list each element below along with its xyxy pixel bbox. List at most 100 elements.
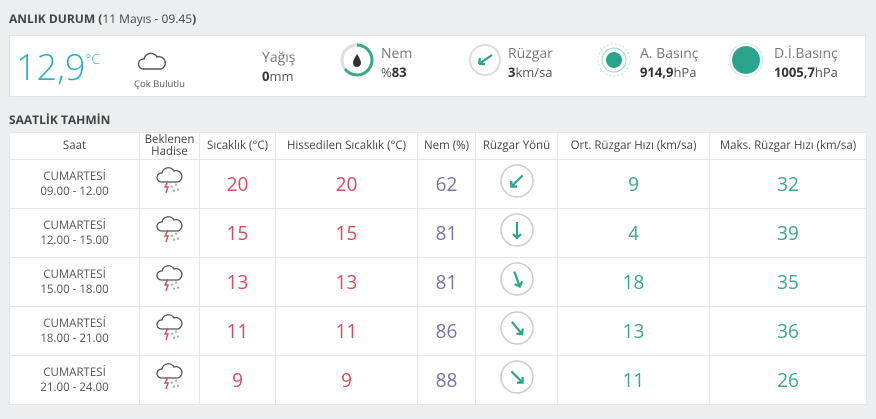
wind-speed: 18 [557, 257, 710, 307]
section-header: ANLIK DURUM (11 Mayıs - 09.45) [9, 10, 196, 27]
column-header: Rüzgar Yönü [475, 132, 558, 160]
forecast-row: CUMARTESİ 09.00 - 12.00 20 20 62 9 32 [9, 159, 867, 209]
item-prefix: % [381, 63, 392, 81]
time-cell: CUMARTESİ 18.00 - 21.00 [9, 306, 140, 356]
item-label: Yağış [262, 48, 296, 67]
wind-direction [475, 159, 558, 209]
day: CUMARTESİ [43, 365, 106, 380]
item-number: 83 [391, 63, 407, 81]
item-unit: hPa [673, 63, 697, 81]
humidity: 62 [417, 159, 476, 209]
title-close: ) [192, 10, 197, 27]
feels-like: 15 [275, 208, 418, 258]
forecast-row: CUMARTESİ 12.00 - 15.00 15 15 81 4 39 [9, 208, 867, 258]
item-icon [340, 43, 374, 82]
condition: Çok Bulutlu [134, 77, 185, 90]
item-number: 914,9 [640, 63, 674, 81]
time: 21.00 - 24.00 [40, 380, 109, 395]
column-header: Saat [9, 132, 140, 160]
max-wind-speed: 26 [709, 355, 867, 405]
feels-like: 13 [275, 257, 418, 307]
time-cell: CUMARTESİ 15.00 - 18.00 [9, 257, 140, 307]
item-icon [597, 43, 631, 82]
forecast-row: CUMARTESİ 18.00 - 21.00 11 11 86 13 36 [9, 306, 867, 356]
temperature: 13 [199, 257, 276, 307]
temperature: 15 [199, 208, 276, 258]
temperature: 12,9°C [16, 42, 100, 91]
time: 09.00 - 12.00 [40, 184, 109, 199]
feels-like: 11 [275, 306, 418, 356]
time: 15.00 - 18.00 [40, 282, 109, 297]
day: CUMARTESİ [43, 316, 106, 331]
item-unit: hPa [814, 63, 838, 81]
day: CUMARTESİ [43, 169, 106, 184]
humidity: 88 [417, 355, 476, 405]
wind-speed: 4 [557, 208, 710, 258]
time: 18.00 - 21.00 [40, 331, 109, 346]
humidity: 81 [417, 208, 476, 258]
max-wind-speed: 36 [709, 306, 867, 356]
column-header: Hissedilen Sıcaklık (°C) [275, 132, 418, 160]
column-header: Nem (%) [417, 132, 476, 160]
wind-direction [475, 306, 558, 356]
section-header: SAATLİK TAHMİN [9, 111, 111, 128]
item-unit: mm [269, 67, 294, 85]
item-value: %83 [381, 63, 407, 81]
temperature-value: 12,9 [16, 42, 86, 91]
feels-like: 20 [275, 159, 418, 209]
item-label: Rüzgar [508, 44, 553, 63]
item-icon [729, 43, 763, 82]
temperature: 20 [199, 159, 276, 209]
date: 11 Mayıs - 09.45 [102, 10, 193, 27]
wind-speed: 13 [557, 306, 710, 356]
forecast-row: CUMARTESİ 21.00 - 24.00 9 9 88 11 26 [9, 355, 867, 405]
humidity: 86 [417, 306, 476, 356]
time-cell: CUMARTESİ 09.00 - 12.00 [9, 159, 140, 209]
item-icon [468, 43, 502, 82]
item-label: Nem [381, 44, 413, 63]
item-label: A. Basınç [640, 44, 699, 63]
wind-speed: 9 [557, 159, 710, 209]
wind-direction [475, 208, 558, 258]
column-header: Ort. Rüzgar Hızı (km/sa) [557, 132, 710, 160]
column-header: Sıcaklık (°C) [199, 132, 276, 160]
item-value: 0mm [262, 67, 294, 85]
max-wind-speed: 32 [709, 159, 867, 209]
title: ANLIK DURUM ( [9, 10, 103, 27]
max-wind-speed: 35 [709, 257, 867, 307]
weather-icon [139, 257, 200, 307]
item-value: 3km/sa [508, 63, 553, 81]
feels-like: 9 [275, 355, 418, 405]
item-label: D.İ.Basınç [774, 44, 838, 63]
temperature: 11 [199, 306, 276, 356]
wind-direction [475, 257, 558, 307]
max-wind-speed: 39 [709, 208, 867, 258]
forecast-row: CUMARTESİ 15.00 - 18.00 13 13 81 18 35 [9, 257, 867, 307]
item-value: 914,9hPa [640, 63, 696, 81]
forecast-table: Saat Beklenen Hadise Sıcaklık (°C) Hissedil… [9, 132, 867, 405]
item-number: 0 [262, 67, 270, 85]
weather-icon [139, 355, 200, 405]
weather-icon [139, 159, 200, 209]
weather-icon [139, 306, 200, 356]
item-number: 3 [508, 63, 516, 81]
humidity: 81 [417, 257, 476, 307]
temperature-unit: °C [85, 50, 101, 69]
weather-icon [139, 208, 200, 258]
cloud-icon [137, 52, 167, 70]
item-unit: km/sa [515, 63, 553, 81]
day: CUMARTESİ [43, 267, 106, 282]
temperature: 9 [199, 355, 276, 405]
wind-speed: 11 [557, 355, 710, 405]
item-value: 1005,7hPa [774, 63, 838, 81]
column-header: Maks. Rüzgar Hızı (km/sa) [709, 132, 867, 160]
wind-direction [475, 355, 558, 405]
time-cell: CUMARTESİ 21.00 - 24.00 [9, 355, 140, 405]
time: 12.00 - 15.00 [40, 233, 109, 248]
day: CUMARTESİ [43, 218, 106, 233]
time-cell: CUMARTESİ 12.00 - 15.00 [9, 208, 140, 258]
item-number: 1005,7 [774, 63, 815, 81]
column-header: Beklenen Hadise [139, 132, 200, 160]
current-panel [9, 35, 866, 97]
